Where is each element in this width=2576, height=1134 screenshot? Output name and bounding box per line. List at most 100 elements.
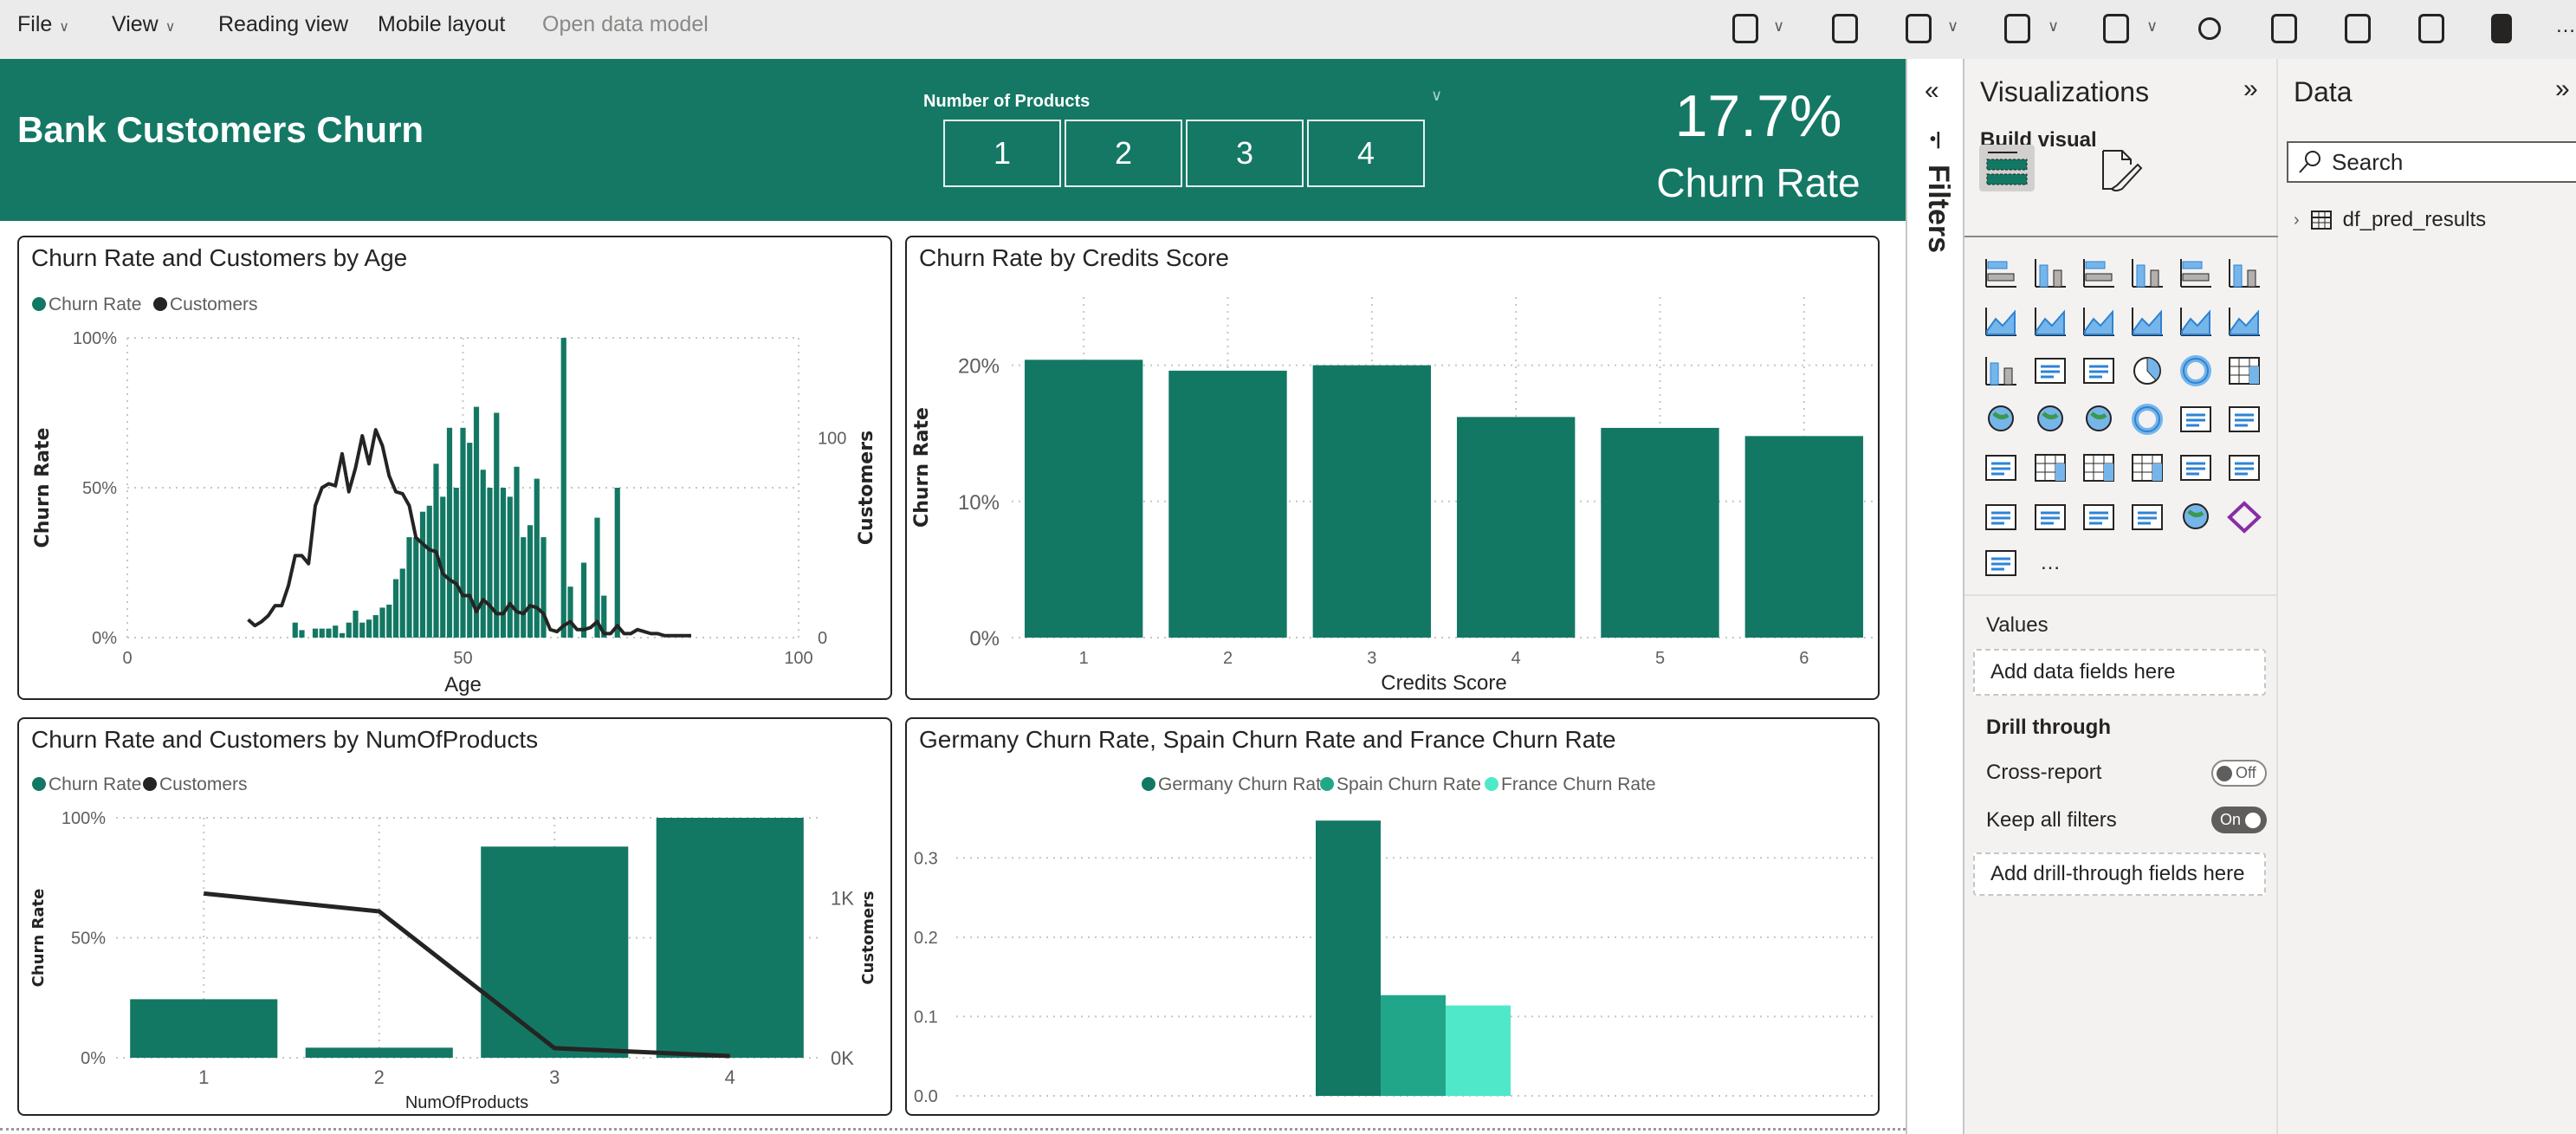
- smart-narrative-icon[interactable]: [2033, 501, 2068, 534]
- age-bar[interactable]: [312, 628, 319, 638]
- format-visual-tab[interactable]: [2098, 147, 2146, 197]
- age-bar[interactable]: [580, 562, 587, 638]
- chart-churn-by-num-products[interactable]: Churn Rate Customers 0% 50% 100% 0K 1K 1 2 3 4 NumO…: [17, 717, 892, 1116]
- collapse-filters-icon[interactable]: «: [1925, 76, 1939, 105]
- slicer-icon[interactable]: [2033, 451, 2068, 484]
- power-apps-icon[interactable]: [2227, 501, 2262, 534]
- cross-report-toggle[interactable]: Off: [2211, 760, 2267, 787]
- age-bar[interactable]: [440, 496, 446, 638]
- pie-chart-icon[interactable]: [2130, 354, 2165, 387]
- age-bar[interactable]: [392, 579, 399, 638]
- credit-score-bar[interactable]: [1312, 365, 1432, 638]
- age-bar[interactable]: [487, 488, 493, 638]
- chevron-right-icon[interactable]: ›: [2294, 210, 2300, 230]
- line-chart-icon[interactable]: [1984, 305, 2018, 338]
- treemap-icon[interactable]: [2227, 354, 2262, 387]
- arcgis-map-icon[interactable]: [2178, 501, 2213, 534]
- age-bar[interactable]: [500, 488, 507, 638]
- expand-icon[interactable]: »: [2243, 75, 2258, 103]
- age-bar[interactable]: [399, 568, 405, 638]
- country-churn-bar[interactable]: [1381, 995, 1446, 1096]
- age-bar[interactable]: [333, 625, 339, 638]
- line-and-clustered-column-chart-icon[interactable]: [2178, 305, 2213, 338]
- chart-churn-by-country[interactable]: 0.0 0.1 0.2 0.3 Germany Churn Rate Spain Chur…: [905, 717, 1880, 1116]
- age-bar[interactable]: [567, 586, 573, 638]
- search-input[interactable]: Search: [2287, 141, 2576, 183]
- menu-file[interactable]: File ∨: [17, 12, 69, 37]
- build-visual-tab[interactable]: [1979, 145, 2035, 191]
- filled-map-icon[interactable]: [2033, 403, 2068, 436]
- key-influencers-icon[interactable]: [2178, 451, 2213, 484]
- age-bar[interactable]: [594, 517, 600, 638]
- waterfall-chart-icon[interactable]: [1984, 354, 2018, 387]
- credit-score-bar[interactable]: [1744, 436, 1864, 638]
- age-bar[interactable]: [426, 505, 432, 638]
- stacked-bar-chart-icon[interactable]: [1984, 256, 2018, 289]
- power-automate-icon[interactable]: [1984, 547, 2018, 580]
- 100-stacked-column-chart-icon[interactable]: [2227, 256, 2262, 289]
- num-products-bar[interactable]: [130, 999, 278, 1058]
- age-bar[interactable]: [353, 610, 359, 638]
- table-item-df-pred-results[interactable]: › df_pred_results: [2294, 208, 2486, 232]
- open-data-model-button[interactable]: Open data model: [542, 12, 709, 36]
- clustered-bar-chart-icon[interactable]: [2081, 256, 2116, 289]
- decomposition-tree-icon[interactable]: [2227, 451, 2262, 484]
- chevron-down-icon[interactable]: ∨: [2146, 17, 2159, 35]
- scatter-chart-icon[interactable]: [2081, 354, 2116, 387]
- more-options-icon[interactable]: …: [2555, 14, 2576, 37]
- donut-chart-icon[interactable]: [2178, 354, 2213, 387]
- age-bar[interactable]: [473, 406, 480, 638]
- credit-score-bar[interactable]: [1168, 370, 1287, 638]
- age-bar[interactable]: [299, 630, 305, 638]
- age-bar[interactable]: [507, 496, 513, 638]
- age-bar[interactable]: [467, 443, 473, 638]
- menu-view[interactable]: View ∨: [112, 12, 175, 37]
- keep-all-filters-toggle[interactable]: On: [2211, 807, 2267, 833]
- age-bar[interactable]: [406, 537, 412, 638]
- bookmarks-icon[interactable]: [1906, 14, 1932, 43]
- reading-view-button[interactable]: Reading view: [218, 12, 349, 36]
- expand-icon[interactable]: »: [2555, 75, 2570, 103]
- age-bar[interactable]: [527, 525, 534, 638]
- age-bar[interactable]: [326, 628, 332, 638]
- funnel-chart-icon[interactable]: [2033, 354, 2068, 387]
- qa-icon[interactable]: [1984, 501, 2018, 534]
- multi-row-card-icon[interactable]: [2227, 403, 2262, 436]
- azure-map-icon[interactable]: [2081, 403, 2116, 436]
- chevron-down-icon[interactable]: ∨: [1431, 87, 1443, 104]
- values-drop-zone[interactable]: Add data fields here: [1973, 649, 2266, 696]
- age-bar[interactable]: [453, 488, 459, 638]
- chevron-down-icon[interactable]: ∨: [1773, 17, 1785, 35]
- stacked-column-chart-icon[interactable]: [2033, 256, 2068, 289]
- age-bar[interactable]: [534, 478, 540, 638]
- age-bar[interactable]: [413, 537, 419, 638]
- slicer-option-1[interactable]: 1: [943, 120, 1061, 187]
- age-bar[interactable]: [339, 632, 346, 638]
- age-bar[interactable]: [480, 470, 486, 638]
- credit-score-bar[interactable]: [1601, 427, 1719, 638]
- ribbon-chart-icon[interactable]: [2227, 305, 2262, 338]
- filters-pane[interactable]: [1906, 59, 1964, 1134]
- num-products-bar[interactable]: [481, 846, 629, 1058]
- paginated-report-icon[interactable]: [2130, 501, 2165, 534]
- slicer-option-3[interactable]: 3: [1186, 120, 1304, 187]
- age-bar[interactable]: [346, 622, 352, 638]
- chart-churn-by-age[interactable]: Churn Rate Customers 0% 50% 100% 0 50 100 0 100 Ag…: [17, 236, 892, 700]
- age-bar[interactable]: [540, 537, 547, 638]
- view-icon[interactable]: [2103, 14, 2129, 43]
- line-and-stacked-column-chart-icon[interactable]: [2130, 305, 2165, 338]
- country-churn-bar[interactable]: [1446, 1005, 1511, 1096]
- age-bar[interactable]: [460, 427, 466, 638]
- save-icon[interactable]: [2345, 14, 2371, 43]
- num-products-bar[interactable]: [656, 818, 804, 1058]
- 100-stacked-bar-chart-icon[interactable]: [2178, 256, 2213, 289]
- age-bar[interactable]: [319, 628, 325, 638]
- notes-icon[interactable]: [1832, 14, 1858, 43]
- refresh-icon[interactable]: [2198, 17, 2221, 40]
- pin-icon[interactable]: [2418, 14, 2444, 43]
- age-bar[interactable]: [292, 622, 298, 638]
- table-icon[interactable]: [2081, 451, 2116, 484]
- chevron-down-icon[interactable]: ∨: [1947, 17, 1959, 35]
- age-bar[interactable]: [446, 427, 453, 638]
- chevron-down-icon[interactable]: ∨: [2048, 17, 2060, 35]
